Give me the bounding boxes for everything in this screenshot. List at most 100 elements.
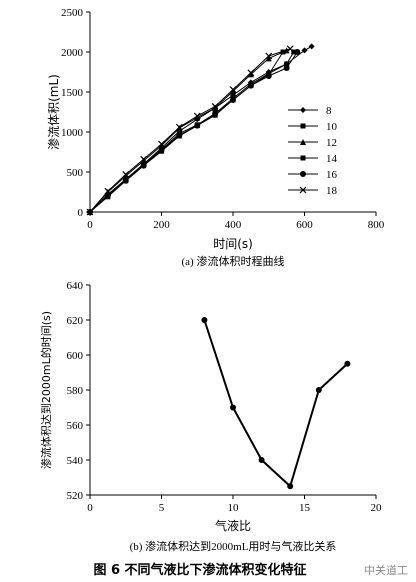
data-point bbox=[247, 69, 255, 77]
y-tick-label: 520 bbox=[67, 490, 84, 502]
legend-item-18: 18 bbox=[288, 185, 338, 197]
data-point bbox=[229, 86, 237, 94]
legend-label: 12 bbox=[326, 137, 337, 149]
legend-item-14: 14 bbox=[288, 153, 338, 165]
legend-marker bbox=[299, 186, 307, 194]
series-line bbox=[89, 49, 287, 213]
chart-b-ylabel: 渗流体积达到2000mL的时间(s) bbox=[39, 311, 53, 469]
x-tick-label: 200 bbox=[153, 219, 170, 231]
legend-item-16: 16 bbox=[288, 169, 338, 181]
legend-item-12: 12 bbox=[288, 137, 337, 149]
y-tick-label: 600 bbox=[67, 350, 84, 362]
data-point bbox=[308, 43, 315, 50]
data-point bbox=[212, 105, 219, 111]
series-0 bbox=[201, 317, 351, 490]
data-point bbox=[315, 387, 322, 393]
data-point bbox=[230, 97, 236, 103]
chart-b-series bbox=[201, 317, 351, 490]
series-18 bbox=[86, 45, 294, 216]
x-tick-label: 800 bbox=[368, 219, 385, 231]
data-point bbox=[247, 71, 254, 78]
legend-marker bbox=[300, 139, 306, 145]
series-line bbox=[89, 51, 284, 213]
watermark: 中关道工 bbox=[364, 564, 408, 577]
chart-a-ylabel: 渗流体积(mL) bbox=[46, 74, 61, 150]
data-point bbox=[176, 132, 183, 139]
y-tick-label: 2500 bbox=[61, 7, 84, 19]
data-point bbox=[258, 457, 265, 463]
chart-a-ticks: 0 200 400 600 800 0 500 1000 1500 2000 2500 bbox=[61, 7, 385, 231]
chart-a-series bbox=[86, 43, 315, 216]
chart-b-subcaption: (b) 渗流体积达到2000mL用时与气液比关系 bbox=[130, 539, 337, 553]
y-tick-label: 0 bbox=[78, 207, 84, 219]
x-tick-label: 20 bbox=[371, 502, 383, 514]
data-point bbox=[140, 155, 148, 163]
chart-b: 0 5 10 15 20 520 540 560 580 600 620 640 气液比 渗流体积达到… bbox=[39, 280, 382, 553]
data-point bbox=[265, 52, 273, 60]
data-point bbox=[212, 110, 219, 117]
y-tick-label: 560 bbox=[67, 420, 84, 432]
x-tick-label: 600 bbox=[296, 219, 313, 231]
legend-item-8: 8 bbox=[288, 105, 332, 117]
data-point bbox=[280, 49, 286, 55]
legend-item-10: 10 bbox=[288, 121, 338, 133]
y-tick-label: 1000 bbox=[61, 127, 84, 139]
data-point bbox=[140, 162, 147, 169]
figure-caption: 图 6 不同气液比下渗流体积变化特征 bbox=[93, 562, 306, 578]
y-tick-label: 1500 bbox=[61, 87, 84, 99]
chart-a-xlabel: 时间(s) bbox=[213, 237, 253, 251]
data-point bbox=[230, 404, 236, 411]
y-tick-label: 2000 bbox=[61, 47, 84, 59]
data-point bbox=[122, 170, 130, 178]
y-tick-label: 540 bbox=[67, 455, 84, 467]
data-point bbox=[230, 88, 236, 95]
data-point bbox=[122, 173, 129, 179]
data-point bbox=[194, 122, 201, 129]
chart-a: 0 200 400 600 800 0 500 1000 1500 2000 2500 8 10 12 1… bbox=[46, 7, 385, 268]
data-point bbox=[283, 65, 290, 71]
x-tick-label: 10 bbox=[228, 502, 240, 514]
y-tick-label: 640 bbox=[67, 280, 84, 292]
data-point bbox=[211, 102, 219, 110]
data-point bbox=[265, 55, 272, 62]
data-point bbox=[86, 208, 94, 216]
series-16 bbox=[87, 49, 301, 215]
chart-a-subcaption: (a) 渗流体积时程曲线 bbox=[182, 254, 285, 268]
y-tick-label: 620 bbox=[67, 315, 84, 327]
chart-b-ticks: 0 5 10 15 20 520 540 560 580 600 620 640 bbox=[67, 280, 383, 514]
series-line bbox=[203, 319, 349, 489]
data-point bbox=[344, 360, 351, 367]
legend-label: 18 bbox=[326, 185, 338, 197]
series-12 bbox=[87, 47, 290, 215]
legend-marker bbox=[300, 171, 306, 177]
data-point bbox=[193, 112, 201, 120]
series-line bbox=[89, 48, 291, 213]
legend-marker bbox=[300, 155, 306, 161]
data-point bbox=[247, 82, 254, 89]
legend-marker bbox=[300, 107, 306, 113]
legend-label: 8 bbox=[326, 105, 332, 117]
data-point bbox=[301, 47, 308, 54]
x-tick-label: 0 bbox=[87, 219, 93, 231]
legend-label: 10 bbox=[326, 121, 338, 133]
x-tick-label: 15 bbox=[299, 502, 311, 514]
y-tick-label: 500 bbox=[67, 167, 84, 179]
series-14 bbox=[87, 49, 286, 215]
data-point bbox=[158, 147, 165, 154]
data-point bbox=[265, 73, 272, 79]
series-line bbox=[89, 51, 295, 213]
data-point bbox=[291, 49, 297, 55]
data-point bbox=[284, 61, 290, 67]
data-point bbox=[287, 483, 294, 490]
data-point bbox=[104, 187, 112, 195]
chart-b-xlabel: 气液比 bbox=[215, 518, 251, 533]
data-point bbox=[294, 49, 301, 55]
data-point bbox=[175, 123, 183, 131]
data-point bbox=[194, 114, 201, 121]
legend-marker bbox=[300, 123, 306, 129]
data-point bbox=[201, 317, 208, 323]
data-point bbox=[140, 157, 147, 164]
y-tick-label: 580 bbox=[67, 385, 84, 397]
x-tick-label: 0 bbox=[87, 502, 93, 514]
data-point bbox=[286, 45, 294, 53]
